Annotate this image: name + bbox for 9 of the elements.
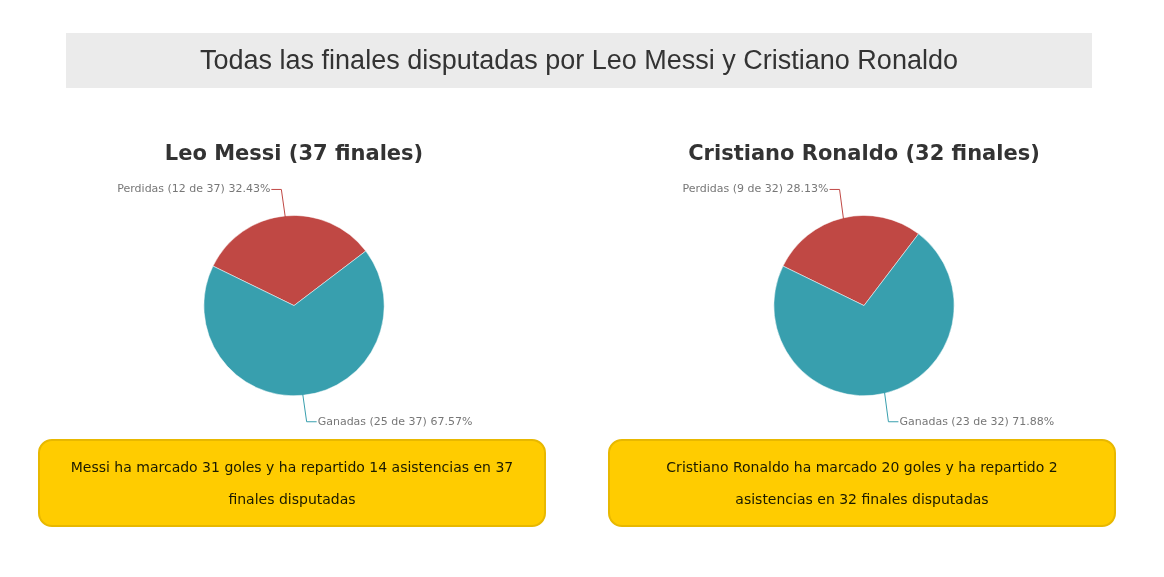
slice-label: Ganadas (23 de 32) 71.88%	[899, 414, 1055, 428]
text: Cristiano Ronaldo ha marcado 20 goles y ha repartido 2 asistencias en 32 finales disputadas	[608, 439, 1116, 527]
chart-title: Cristiano Ronaldo (32 finales)	[688, 141, 1040, 166]
slice-label: Ganadas (25 de 37) 67.57%	[317, 414, 473, 428]
slice-label: Perdidas (12 de 37) 32.43%	[117, 182, 271, 196]
chart-title: Leo Messi (37 finales)	[164, 141, 424, 166]
text: Messi ha marcado 31 goles y ha repartido 14 asistencias en 37 finales disputadas	[38, 439, 546, 527]
slice-label: Perdidas (9 de 32) 28.13%	[682, 182, 829, 196]
text: Todas las finales disputadas por Leo Messi y Cristiano Ronaldo	[66, 33, 1092, 88]
